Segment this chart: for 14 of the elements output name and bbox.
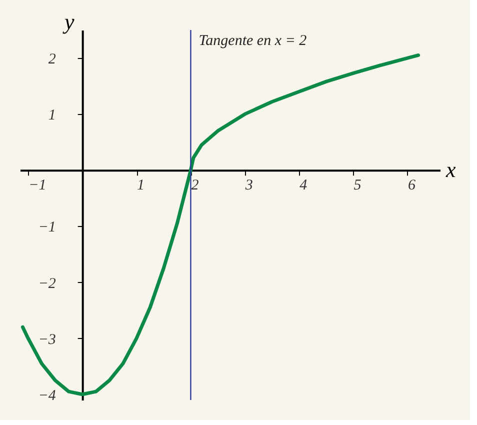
y-tick-label: −3 bbox=[38, 332, 56, 348]
x-tick-label: 1 bbox=[137, 178, 145, 194]
ref-line-label: Tangente en x = 2 bbox=[198, 33, 308, 49]
x-axis-title: x bbox=[445, 157, 456, 182]
x-tick-label: 6 bbox=[408, 178, 416, 194]
x-tick-label: 5 bbox=[354, 178, 362, 194]
y-axis-title: y bbox=[62, 9, 75, 34]
y-tick-label: −1 bbox=[38, 220, 56, 236]
y-tick-label: −2 bbox=[38, 276, 56, 292]
x-tick-label: 3 bbox=[244, 178, 253, 194]
x-tick-label: 4 bbox=[300, 178, 308, 194]
y-tick-label: 2 bbox=[48, 52, 56, 68]
y-tick-label: 1 bbox=[48, 108, 56, 124]
y-tick-label: −4 bbox=[38, 388, 56, 404]
